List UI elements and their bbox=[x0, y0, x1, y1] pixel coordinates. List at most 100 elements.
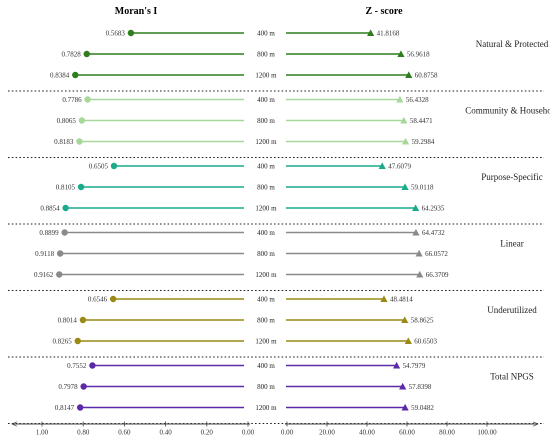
z-score-value: 47.6079 bbox=[388, 163, 411, 171]
distance-label: 400 m bbox=[257, 30, 275, 38]
z-score-point bbox=[416, 270, 424, 278]
morans-i-value: 0.9118 bbox=[35, 250, 54, 258]
z-score-value: 59.0118 bbox=[411, 184, 434, 192]
morans-i-point bbox=[56, 250, 64, 257]
morans-i-point bbox=[76, 138, 83, 145]
z-score-point bbox=[367, 29, 375, 37]
z-score-value: 60.6503 bbox=[414, 338, 437, 346]
right-panel-title: Z - score bbox=[365, 6, 403, 17]
distance-label: 400 m bbox=[257, 229, 275, 237]
distance-label: 1200 m bbox=[255, 205, 277, 213]
morans-i-value: 0.8065 bbox=[57, 117, 77, 125]
z-score-value: 58.4471 bbox=[410, 117, 433, 125]
z-score-point bbox=[415, 249, 423, 257]
distance-label: 1200 m bbox=[255, 72, 277, 80]
distance-label: 800 m bbox=[257, 250, 275, 258]
morans-i-value: 0.6505 bbox=[89, 163, 109, 171]
distance-label: 1200 m bbox=[255, 138, 277, 146]
z-score-value: 64.4732 bbox=[422, 229, 445, 237]
morans-i-value: 0.8183 bbox=[54, 138, 74, 146]
distance-label: 800 m bbox=[257, 184, 275, 192]
distance-label: 1200 m bbox=[255, 404, 277, 412]
morans-i-point bbox=[76, 404, 84, 411]
group-3: Linear 0.8899 400 m 64.4732 0.9118 800 m 66.05… bbox=[8, 228, 544, 292]
z-score-point bbox=[378, 162, 386, 170]
left-axis-tick-label: 1.00 bbox=[36, 429, 49, 437]
group-5: Total NPGS 0.7552 400 m 54.7979 0.7978 800 m 5… bbox=[8, 361, 544, 425]
z-score-point bbox=[404, 337, 412, 345]
morans-i-point bbox=[127, 29, 135, 37]
morans-i-point bbox=[56, 271, 63, 278]
right-axis-tick-label: 60.00 bbox=[399, 429, 415, 437]
morans-i-value: 0.7978 bbox=[58, 383, 78, 391]
morans-i-value: 0.6546 bbox=[88, 296, 108, 304]
z-score-point bbox=[380, 295, 388, 303]
distance-label: 800 m bbox=[257, 51, 275, 59]
morans-i-point bbox=[62, 204, 69, 212]
distance-label: 800 m bbox=[257, 383, 275, 391]
z-score-value: 66.3709 bbox=[426, 271, 449, 279]
group-label: Total NPGS bbox=[490, 372, 534, 382]
distance-label: 1200 m bbox=[255, 271, 277, 279]
left-axis-tick-label: 0.20 bbox=[201, 429, 214, 437]
morans-i-point bbox=[72, 71, 79, 79]
z-score-value: 41.8168 bbox=[377, 30, 400, 38]
right-axis-tick-label: 0.00 bbox=[281, 429, 294, 437]
morans-i-point bbox=[110, 162, 118, 170]
group-2: Purpose-Specific 0.6505 400 m 47.6079 0.8105… bbox=[8, 162, 544, 225]
distance-label: 1200 m bbox=[255, 338, 277, 346]
morans-i-point bbox=[84, 96, 91, 103]
morans-i-point bbox=[89, 362, 96, 369]
z-score-value: 64.2935 bbox=[422, 205, 445, 213]
morans-i-value: 0.8265 bbox=[52, 338, 72, 346]
distance-label: 400 m bbox=[257, 362, 275, 370]
morans-i-point bbox=[78, 117, 86, 124]
z-score-point bbox=[411, 204, 420, 212]
right-axis-tick-label: 20.00 bbox=[319, 429, 335, 437]
group-label: Underutilized bbox=[487, 305, 537, 315]
z-score-value: 48.4814 bbox=[390, 296, 413, 304]
z-score-value: 54.7979 bbox=[403, 362, 426, 370]
left-panel-title: Moran's I bbox=[115, 6, 158, 17]
z-score-value: 59.2984 bbox=[412, 138, 435, 146]
group-label: Purpose-Specific bbox=[481, 172, 542, 182]
morans-i-value: 0.7828 bbox=[61, 51, 81, 59]
z-score-point bbox=[412, 228, 420, 236]
distance-label: 400 m bbox=[257, 96, 275, 104]
z-score-value: 66.0572 bbox=[425, 250, 448, 258]
morans-i-point bbox=[83, 50, 90, 58]
distance-label: 400 m bbox=[257, 163, 275, 171]
group-1: Community & Household 0.7786 400 m 56.4328 0… bbox=[8, 95, 550, 159]
z-score-value: 60.8758 bbox=[415, 72, 438, 80]
z-score-point bbox=[401, 183, 409, 191]
group-0: Natural & Protected 0.5683 400 m 41.8168 0.7… bbox=[8, 29, 549, 92]
z-score-value: 56.4328 bbox=[406, 96, 429, 104]
axes-layer: 1.00 0.80 0.60 0.40 0.20 0.00 0.00 20.00 40.00 60… bbox=[12, 421, 538, 437]
z-score-point bbox=[399, 382, 407, 390]
left-axis-tick-label: 0.80 bbox=[77, 429, 90, 437]
morans-i-value: 0.9162 bbox=[34, 271, 54, 279]
morans-i-point bbox=[109, 295, 117, 303]
morans-i-point bbox=[79, 316, 87, 324]
group-4: Underutilized 0.6546 400 m 48.4814 0.8014 800… bbox=[8, 295, 544, 358]
distance-label: 400 m bbox=[257, 296, 275, 304]
morans-i-value: 0.8105 bbox=[56, 184, 76, 192]
right-axis-tick-label: 40.00 bbox=[359, 429, 375, 437]
morans-i-value: 0.7786 bbox=[62, 96, 82, 104]
morans-i-value: 0.8854 bbox=[40, 205, 60, 213]
left-axis-tick-label: 0.00 bbox=[242, 429, 255, 437]
z-score-value: 57.8398 bbox=[409, 383, 432, 391]
distance-label: 800 m bbox=[257, 317, 275, 325]
group-label: Natural & Protected bbox=[476, 39, 549, 49]
morans-i-point bbox=[77, 183, 85, 191]
group-label: Community & Household bbox=[465, 106, 550, 116]
z-score-value: 56.9618 bbox=[407, 51, 430, 59]
z-score-value: 59.0482 bbox=[411, 404, 434, 412]
z-score-point bbox=[392, 361, 401, 369]
z-score-point bbox=[401, 316, 409, 324]
z-score-point bbox=[396, 95, 404, 103]
morans-i-point bbox=[74, 337, 81, 345]
morans-i-value: 0.8384 bbox=[50, 72, 70, 80]
z-score-point bbox=[400, 116, 408, 124]
